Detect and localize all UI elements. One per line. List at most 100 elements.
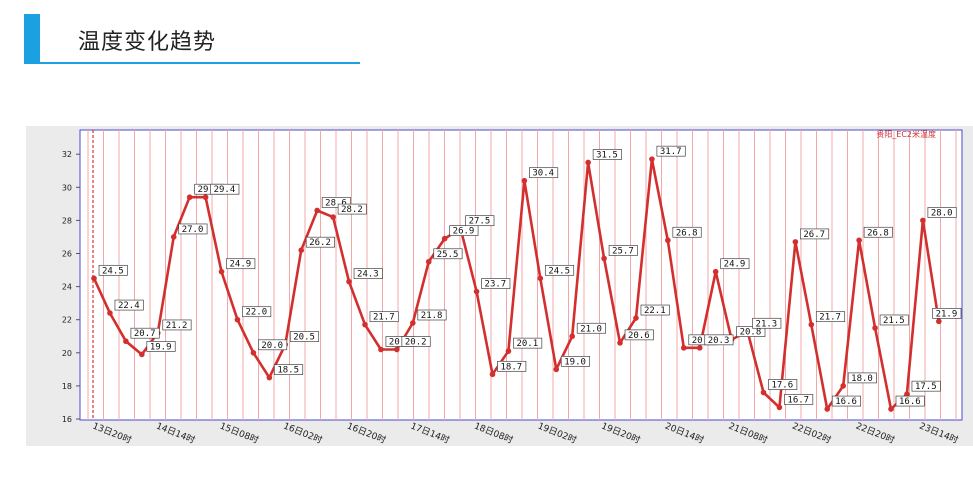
data-point — [139, 351, 145, 358]
data-point — [521, 177, 528, 184]
data-label: 21.8 — [421, 311, 443, 321]
data-label: 29.4 — [198, 185, 220, 195]
data-label-box — [815, 311, 846, 323]
data-label-box — [932, 308, 962, 319]
data-point — [824, 406, 831, 412]
data-point — [298, 247, 305, 253]
data-label: 20.3 — [708, 336, 730, 346]
data-point — [712, 268, 719, 275]
y-tick-label: 20 — [62, 349, 72, 358]
data-point — [378, 346, 384, 353]
data-label-box — [640, 304, 670, 316]
data-label: 26.8 — [867, 228, 889, 238]
data-point — [617, 340, 623, 346]
data-label: 22.4 — [118, 301, 140, 311]
data-label: 24.9 — [724, 260, 746, 270]
data-label-box — [560, 356, 591, 367]
data-label: 20.5 — [293, 333, 315, 343]
y-tick-label: 22 — [62, 316, 72, 325]
data-label: 26.9 — [453, 227, 475, 237]
data-point — [473, 288, 480, 295]
data-label: 21.9 — [936, 309, 958, 319]
data-label: 20.6 — [628, 331, 650, 341]
data-label-box — [210, 183, 240, 195]
data-label: 28.0 — [931, 208, 953, 218]
data-point — [569, 333, 575, 340]
data-point — [91, 275, 97, 282]
y-tick-label: 28 — [62, 216, 72, 225]
data-label-box — [911, 380, 941, 392]
data-point — [394, 346, 400, 353]
legend-label: 贵阳_EC2米温度 — [876, 129, 936, 139]
data-label: 20.3 — [692, 336, 714, 346]
data-label-box — [130, 327, 160, 339]
data-point — [872, 325, 878, 331]
data-point — [633, 315, 639, 321]
data-point — [425, 258, 432, 265]
data-label: 28.2 — [341, 205, 363, 215]
data-point — [840, 383, 846, 389]
data-label-box — [736, 326, 766, 337]
data-point — [107, 310, 113, 316]
data-label-box — [305, 236, 335, 248]
data-point — [346, 278, 352, 285]
data-label: 26.7 — [803, 230, 825, 240]
data-label: 20.0 — [261, 341, 283, 351]
data-label-box — [401, 336, 431, 347]
y-tick-label: 18 — [62, 382, 72, 391]
data-point — [904, 391, 910, 397]
data-label-box — [720, 258, 750, 270]
data-label-box — [768, 379, 798, 390]
data-point — [553, 366, 560, 373]
data-label-box — [178, 223, 208, 235]
data-point — [362, 321, 368, 328]
data-point — [441, 235, 448, 242]
data-label-box — [98, 264, 128, 276]
data-label: 16.6 — [835, 397, 857, 407]
data-label: 16.7 — [787, 395, 809, 405]
data-label-box — [465, 215, 495, 227]
data-label-box — [544, 264, 575, 276]
data-label-box — [608, 245, 638, 256]
data-label: 21.7 — [373, 313, 395, 323]
data-label: 20.2 — [405, 337, 427, 347]
data-point — [410, 320, 416, 326]
y-tick-label: 16 — [62, 415, 72, 424]
data-label-box — [863, 226, 893, 238]
data-label: 29.4 — [214, 185, 236, 195]
data-point — [696, 345, 703, 351]
data-label: 20.7 — [134, 329, 156, 339]
data-point — [250, 350, 257, 356]
data-label: 24.5 — [102, 266, 124, 276]
data-label: 25.7 — [612, 246, 634, 256]
data-point — [585, 159, 591, 166]
data-label: 19.9 — [150, 342, 172, 352]
data-label: 27.0 — [182, 225, 204, 235]
data-label: 26.2 — [309, 238, 331, 248]
data-label-box — [337, 203, 367, 215]
data-point — [266, 374, 273, 381]
data-label-box — [592, 149, 622, 160]
data-label-box — [433, 248, 463, 260]
data-label: 19.0 — [564, 357, 586, 367]
data-label-box — [289, 331, 320, 342]
data-label-box — [449, 225, 479, 236]
data-label: 18.5 — [277, 366, 299, 376]
data-point — [649, 156, 655, 162]
data-label: 17.6 — [771, 381, 793, 391]
data-label-box — [258, 339, 288, 351]
data-label: 21.5 — [883, 316, 905, 326]
page-title: 温度变化趋势 — [78, 30, 217, 55]
data-label-box — [146, 341, 176, 352]
y-tick-label: 26 — [62, 250, 72, 259]
data-label: 22.1 — [644, 306, 666, 316]
data-label: 21.2 — [166, 321, 188, 331]
data-label-box — [784, 394, 814, 405]
data-label-box — [226, 258, 256, 270]
data-label: 23.7 — [485, 280, 507, 290]
data-label-box — [752, 317, 782, 329]
data-label-box — [704, 334, 734, 346]
data-label: 27.5 — [469, 217, 491, 227]
data-label: 31.5 — [596, 150, 618, 160]
data-label: 28.6 — [325, 198, 347, 208]
